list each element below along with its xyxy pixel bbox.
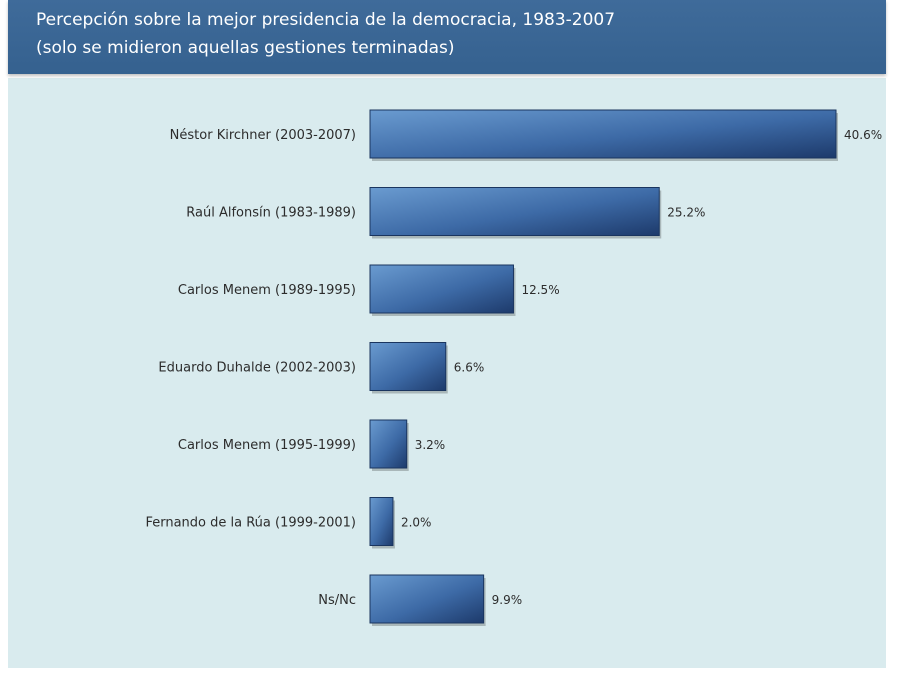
bar — [369, 187, 660, 236]
category-label: Carlos Menem (1995-1999) — [178, 438, 356, 453]
category-label: Raúl Alfonsín (1983-1989) — [186, 206, 356, 221]
value-label: 40.6% — [844, 128, 882, 142]
bar — [369, 264, 514, 314]
plot-background — [8, 78, 886, 668]
category-label: Fernando de la Rúa (1999-2001) — [145, 516, 356, 531]
category-label: Ns/Nc — [318, 593, 356, 608]
title-banner: Percepción sobre la mejor presidencia de… — [8, 0, 886, 74]
value-label: 12.5% — [521, 283, 559, 297]
value-label: 2.0% — [401, 516, 432, 530]
value-label: 9.9% — [492, 593, 523, 607]
category-label: Néstor Kirchner (2003-2007) — [170, 128, 356, 143]
chart-subtitle: (solo se midieron aquellas gestiones ter… — [36, 38, 455, 58]
category-label: Carlos Menem (1989-1995) — [178, 283, 356, 298]
category-label: Eduardo Duhalde (2002-2003) — [158, 361, 356, 376]
bar — [369, 574, 485, 624]
bar — [369, 419, 408, 469]
value-label: 3.2% — [415, 438, 446, 452]
bar — [369, 497, 394, 546]
bar — [369, 342, 447, 391]
bar — [369, 109, 837, 159]
chart-title: Percepción sobre la mejor presidencia de… — [36, 10, 616, 30]
value-label: 6.6% — [454, 361, 485, 375]
value-label: 25.2% — [667, 206, 705, 220]
